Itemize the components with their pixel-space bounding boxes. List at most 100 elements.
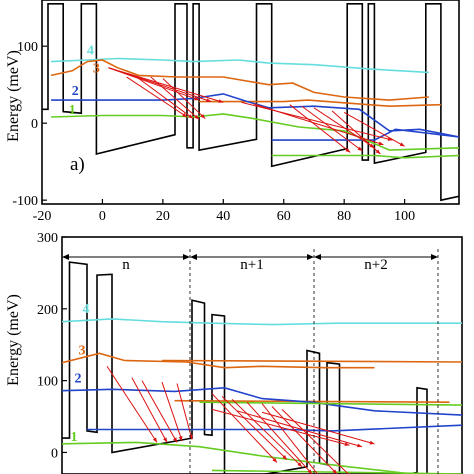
transition-arrowhead bbox=[206, 98, 212, 103]
transition-arrowhead bbox=[357, 443, 362, 448]
transition-arrow bbox=[236, 410, 363, 448]
period-label: n bbox=[122, 257, 130, 273]
transition-arrowhead bbox=[282, 455, 287, 460]
level-3-series bbox=[199, 99, 441, 108]
transition-arrowhead bbox=[163, 437, 167, 443]
transition-arrowhead bbox=[194, 114, 200, 120]
transition-arrowhead bbox=[182, 112, 188, 118]
band-profile-line bbox=[62, 261, 428, 474]
level-label: 2 bbox=[75, 372, 82, 387]
transition-arrowhead bbox=[344, 442, 350, 446]
level-3-series bbox=[50, 59, 429, 101]
level-1-series bbox=[271, 154, 459, 159]
transition-arrow bbox=[211, 408, 350, 446]
transition-arrow bbox=[343, 111, 405, 147]
transition-arrow bbox=[176, 383, 193, 440]
transition-arrowhead bbox=[378, 141, 384, 146]
x-tick-label: 0 bbox=[99, 209, 106, 224]
panel-b-plot-area bbox=[62, 261, 462, 474]
transition-arrow bbox=[253, 103, 384, 146]
transition-arrow bbox=[301, 105, 363, 152]
transition-arrowhead bbox=[218, 99, 224, 103]
transition-arrow bbox=[313, 107, 375, 149]
transition-arrowhead bbox=[272, 457, 277, 463]
transition-arrow bbox=[162, 78, 206, 119]
transition-arrowhead bbox=[178, 435, 183, 441]
level-label: 1 bbox=[69, 103, 76, 118]
transition-arrow bbox=[246, 401, 313, 474]
period-label: n+1 bbox=[240, 257, 263, 273]
transition-arrow bbox=[150, 76, 200, 120]
transition-arrow bbox=[221, 396, 288, 460]
period-arrowhead-left bbox=[62, 254, 69, 260]
transition-arrow bbox=[161, 381, 183, 442]
panel-a-ylabel: Energy (meV) bbox=[5, 50, 22, 142]
y-tick-label: 100 bbox=[17, 40, 38, 55]
transition-arrowhead bbox=[387, 137, 393, 141]
level-label: 3 bbox=[93, 61, 100, 76]
y-tick-label: 100 bbox=[37, 375, 58, 390]
level-label: 4 bbox=[83, 302, 90, 317]
transition-arrowhead bbox=[375, 149, 381, 154]
transition-arrow bbox=[138, 78, 194, 119]
x-tick-label: -20 bbox=[33, 209, 52, 224]
transition-arrow bbox=[289, 104, 351, 153]
y-tick-label: 200 bbox=[37, 303, 58, 318]
transition-arrowhead bbox=[152, 437, 157, 443]
panel-a: Energy (meV) a) -100 0 100 -20 0 20 40 60 80 100 4… bbox=[5, 0, 460, 224]
level-label: 2 bbox=[72, 84, 79, 99]
y-tick-label: 0 bbox=[31, 117, 38, 132]
period-arrowhead-left bbox=[190, 254, 197, 260]
transition-arrow bbox=[241, 101, 393, 141]
transition-arrow bbox=[331, 110, 381, 155]
y-tick-label: 300 bbox=[37, 231, 58, 246]
period-arrowhead-right bbox=[183, 254, 190, 260]
band-profile-line bbox=[42, 3, 459, 202]
level-3-series bbox=[62, 352, 375, 369]
period-label: n+2 bbox=[364, 257, 387, 273]
level-4-series bbox=[62, 318, 462, 326]
level-1-series bbox=[62, 441, 424, 474]
x-tick-label: 40 bbox=[216, 209, 230, 224]
transition-arrow bbox=[231, 398, 303, 468]
x-tick-label: 100 bbox=[394, 209, 415, 224]
panel-a-frame bbox=[41, 0, 460, 205]
level-label: 4 bbox=[87, 44, 94, 59]
level-1-series bbox=[211, 469, 462, 474]
period-arrowhead-right bbox=[431, 254, 438, 260]
level-label: 3 bbox=[79, 344, 86, 359]
panel-b: Energy (meV) 0 100 200 300 4 3 2 1 n n+1 n+2 bbox=[5, 231, 463, 474]
transition-arrowhead bbox=[399, 142, 405, 147]
y-tick-label: -100 bbox=[12, 194, 38, 209]
transition-arrowhead bbox=[297, 462, 302, 467]
level-4-series bbox=[51, 57, 429, 74]
transition-arrowhead bbox=[369, 440, 375, 445]
transition-arrowhead bbox=[332, 469, 337, 474]
level-1-series bbox=[51, 113, 459, 151]
transition-arrow bbox=[261, 411, 375, 445]
x-tick-label: 80 bbox=[337, 209, 351, 224]
transition-arrow bbox=[211, 393, 278, 463]
panel-a-plot-area bbox=[42, 3, 459, 202]
transition-arrowhead bbox=[188, 114, 194, 119]
transition-arrowhead bbox=[194, 96, 200, 101]
level-1-series bbox=[199, 401, 462, 406]
panel-b-frame bbox=[61, 236, 463, 474]
transition-arrow bbox=[106, 365, 158, 443]
transition-arrowhead bbox=[173, 437, 177, 443]
period-arrowhead-right bbox=[307, 254, 314, 260]
level-2-series bbox=[87, 424, 462, 432]
y-tick-label: 0 bbox=[51, 446, 58, 461]
transition-arrow bbox=[141, 380, 178, 443]
transition-arrowhead bbox=[307, 469, 312, 474]
level-2-series bbox=[51, 93, 459, 138]
transition-arrowhead bbox=[357, 146, 363, 151]
transition-arrow bbox=[131, 377, 168, 443]
level-label: 1 bbox=[71, 430, 78, 445]
transition-arrow bbox=[108, 67, 224, 103]
x-tick-label: 60 bbox=[277, 209, 291, 224]
x-tick-label: 20 bbox=[156, 209, 170, 224]
panel-b-ylabel: Energy (meV) bbox=[5, 294, 22, 386]
transition-arrow bbox=[126, 76, 188, 118]
